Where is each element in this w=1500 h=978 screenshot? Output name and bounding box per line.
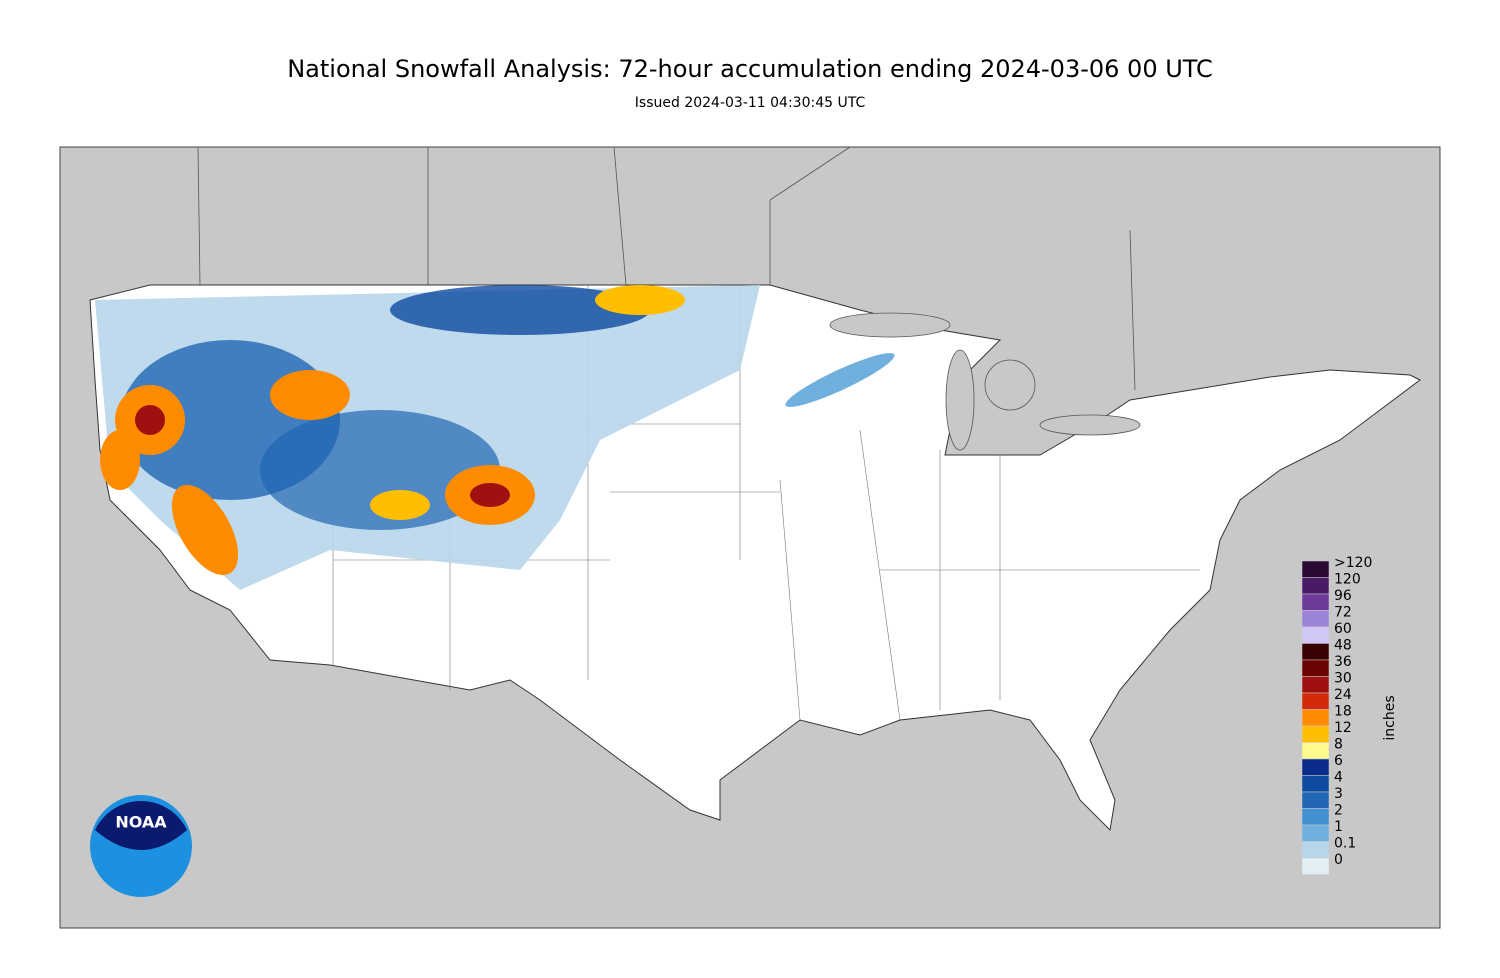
legend-label: 4	[1334, 770, 1343, 786]
legend-swatch	[1301, 791, 1330, 809]
legend-label: 96	[1334, 588, 1352, 604]
snowfall-shading	[95, 285, 895, 590]
legend-label: 30	[1334, 671, 1352, 687]
logo-text: NOAA	[115, 813, 167, 832]
noaa-logo: NOAA	[90, 795, 192, 897]
legend-swatch	[1301, 709, 1330, 727]
legend-label: 3	[1334, 786, 1343, 802]
legend-swatch	[1301, 742, 1330, 760]
legend-label: 0	[1334, 852, 1343, 868]
legend-unit: inches	[1382, 695, 1398, 740]
title: National Snowfall Analysis: 72-hour accu…	[287, 55, 1213, 83]
legend-swatch	[1301, 758, 1330, 776]
legend-swatch	[1301, 577, 1330, 595]
legend-swatch	[1301, 560, 1330, 578]
canada-borders	[197, 146, 1136, 391]
legend-swatch	[1301, 593, 1330, 611]
legend-swatch	[1301, 692, 1330, 710]
legend-label: 18	[1334, 704, 1352, 720]
legend-swatch	[1301, 841, 1330, 859]
legend-label: 12	[1334, 720, 1352, 736]
subtitle: Issued 2024-03-11 04:30:45 UTC	[635, 95, 866, 111]
legend-label: 48	[1334, 638, 1352, 654]
legend-swatch	[1301, 659, 1330, 677]
legend-label: 36	[1334, 654, 1352, 670]
legend-label: 24	[1334, 687, 1352, 703]
legend-label: >120	[1334, 555, 1372, 571]
legend-swatch	[1301, 725, 1330, 743]
legend-swatch	[1301, 857, 1330, 875]
legend-swatch	[1301, 808, 1330, 826]
legend-label: 60	[1334, 621, 1352, 637]
legend-swatch	[1301, 824, 1330, 842]
legend-swatch	[1301, 626, 1330, 644]
legend-label: 8	[1334, 737, 1343, 753]
great-lakes	[829, 312, 1141, 451]
legend-label: 0.1	[1334, 836, 1356, 852]
legend-label: 6	[1334, 753, 1343, 769]
legend-label: 120	[1334, 572, 1361, 588]
legend-swatch	[1301, 676, 1330, 694]
legend-swatch	[1301, 775, 1330, 793]
legend-swatch	[1301, 643, 1330, 661]
legend-label: 2	[1334, 803, 1343, 819]
legend-label: 72	[1334, 605, 1352, 621]
legend-label: 1	[1334, 819, 1343, 835]
legend-swatch	[1301, 610, 1330, 628]
